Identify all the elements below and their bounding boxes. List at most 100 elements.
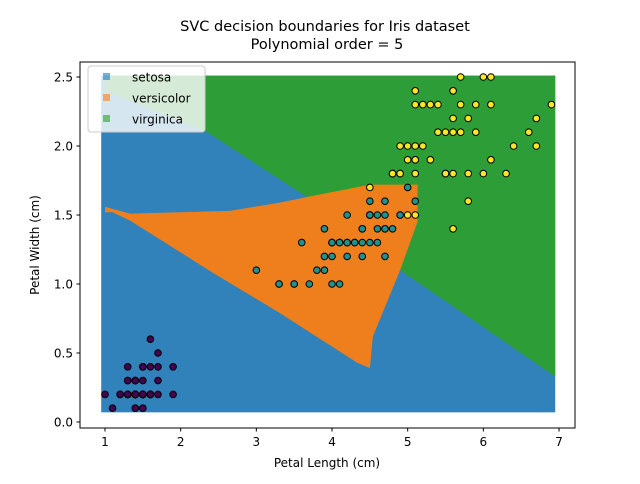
y-axis-label: Petal Width (cm) bbox=[28, 195, 42, 295]
legend: setosa versicolor virginica bbox=[87, 65, 206, 133]
chart-title: SVC decision boundaries for Iris dataset bbox=[180, 19, 470, 35]
point-versicolor bbox=[328, 238, 336, 247]
point-virginica bbox=[464, 169, 473, 178]
y-tick-label: 1.5 bbox=[54, 209, 73, 223]
point-versicolor bbox=[366, 197, 374, 205]
point-virginica bbox=[411, 156, 420, 164]
point-setosa bbox=[139, 390, 147, 399]
point-versicolor bbox=[297, 238, 306, 247]
x-tick-label: 2 bbox=[177, 435, 185, 449]
legend-marker-versicolor bbox=[103, 94, 110, 101]
point-setosa bbox=[123, 363, 132, 371]
point-setosa bbox=[139, 376, 147, 385]
point-versicolor bbox=[381, 211, 389, 219]
point-setosa bbox=[154, 376, 162, 385]
point-setosa bbox=[116, 390, 124, 399]
decision-regions bbox=[101, 75, 556, 413]
point-versicolor bbox=[320, 252, 329, 261]
legend-marker-setosa bbox=[103, 73, 110, 80]
point-virginica bbox=[426, 100, 435, 109]
point-versicolor bbox=[388, 225, 397, 233]
point-virginica bbox=[403, 142, 412, 150]
point-virginica bbox=[419, 142, 427, 150]
point-virginica bbox=[487, 156, 495, 164]
point-setosa bbox=[108, 404, 117, 413]
region-virginica bbox=[105, 75, 556, 377]
point-versicolor bbox=[366, 238, 374, 247]
point-setosa bbox=[154, 349, 162, 357]
legend-label: virginica bbox=[132, 113, 183, 127]
axes-frame bbox=[79, 61, 576, 429]
point-versicolor bbox=[381, 252, 389, 261]
point-virginica bbox=[532, 114, 541, 123]
x-tick-label: 4 bbox=[328, 435, 336, 449]
point-virginica bbox=[449, 128, 457, 136]
point-setosa bbox=[131, 404, 140, 413]
point-virginica bbox=[471, 100, 480, 109]
point-versicolor bbox=[275, 280, 283, 288]
point-setosa bbox=[131, 390, 140, 399]
legend-marker-virginica bbox=[103, 115, 110, 122]
point-setosa bbox=[131, 376, 140, 385]
x-tick-label: 1 bbox=[101, 435, 109, 449]
point-versicolor bbox=[328, 280, 336, 288]
point-versicolor bbox=[403, 183, 412, 192]
point-versicolor bbox=[335, 280, 344, 288]
point-versicolor bbox=[305, 280, 314, 288]
x-axis-label: Petal Length (cm) bbox=[274, 456, 380, 470]
x-tick-label: 3 bbox=[253, 435, 261, 449]
point-virginica bbox=[532, 142, 541, 150]
point-versicolor bbox=[343, 211, 351, 219]
point-versicolor bbox=[358, 238, 367, 247]
point-virginica bbox=[487, 100, 495, 109]
point-versicolor bbox=[381, 225, 389, 233]
point-virginica bbox=[464, 114, 473, 123]
point-virginica bbox=[524, 128, 533, 136]
point-versicolor bbox=[335, 238, 344, 247]
point-virginica bbox=[396, 142, 404, 150]
point-versicolor bbox=[396, 211, 404, 219]
point-setosa bbox=[169, 363, 177, 371]
point-versicolor bbox=[290, 280, 298, 288]
point-virginica bbox=[509, 142, 518, 150]
point-versicolor bbox=[366, 211, 374, 219]
point-versicolor bbox=[373, 211, 382, 219]
point-virginica bbox=[388, 169, 397, 178]
point-virginica bbox=[366, 183, 374, 192]
point-versicolor bbox=[320, 266, 329, 275]
point-virginica bbox=[502, 169, 510, 178]
point-versicolor bbox=[343, 252, 351, 261]
y-tick-label: 2.0 bbox=[54, 140, 73, 154]
point-virginica bbox=[487, 73, 495, 81]
point-versicolor bbox=[350, 238, 359, 247]
y-tick-label: 2.5 bbox=[54, 71, 73, 85]
point-virginica bbox=[449, 114, 457, 123]
point-virginica bbox=[411, 169, 420, 178]
point-versicolor bbox=[381, 197, 389, 205]
point-versicolor bbox=[313, 266, 321, 275]
legend-box bbox=[87, 65, 206, 133]
point-virginica bbox=[479, 73, 488, 81]
point-setosa bbox=[146, 363, 155, 371]
legend-label: setosa bbox=[132, 71, 171, 85]
point-virginica bbox=[441, 128, 450, 136]
point-versicolor bbox=[343, 238, 351, 247]
point-virginica bbox=[434, 100, 442, 109]
point-virginica bbox=[419, 100, 427, 109]
x-tick-label: 5 bbox=[404, 435, 412, 449]
point-versicolor bbox=[411, 197, 420, 205]
point-virginica bbox=[403, 156, 412, 164]
point-versicolor bbox=[373, 225, 382, 233]
point-virginica bbox=[456, 100, 465, 109]
point-setosa bbox=[169, 390, 177, 399]
point-virginica bbox=[411, 142, 420, 150]
point-virginica bbox=[396, 169, 404, 178]
point-setosa bbox=[123, 390, 132, 399]
data-points bbox=[101, 73, 556, 413]
point-setosa bbox=[139, 404, 147, 413]
point-setosa bbox=[101, 390, 109, 399]
point-setosa bbox=[139, 363, 147, 371]
point-versicolor bbox=[328, 252, 336, 261]
point-virginica bbox=[547, 100, 556, 109]
